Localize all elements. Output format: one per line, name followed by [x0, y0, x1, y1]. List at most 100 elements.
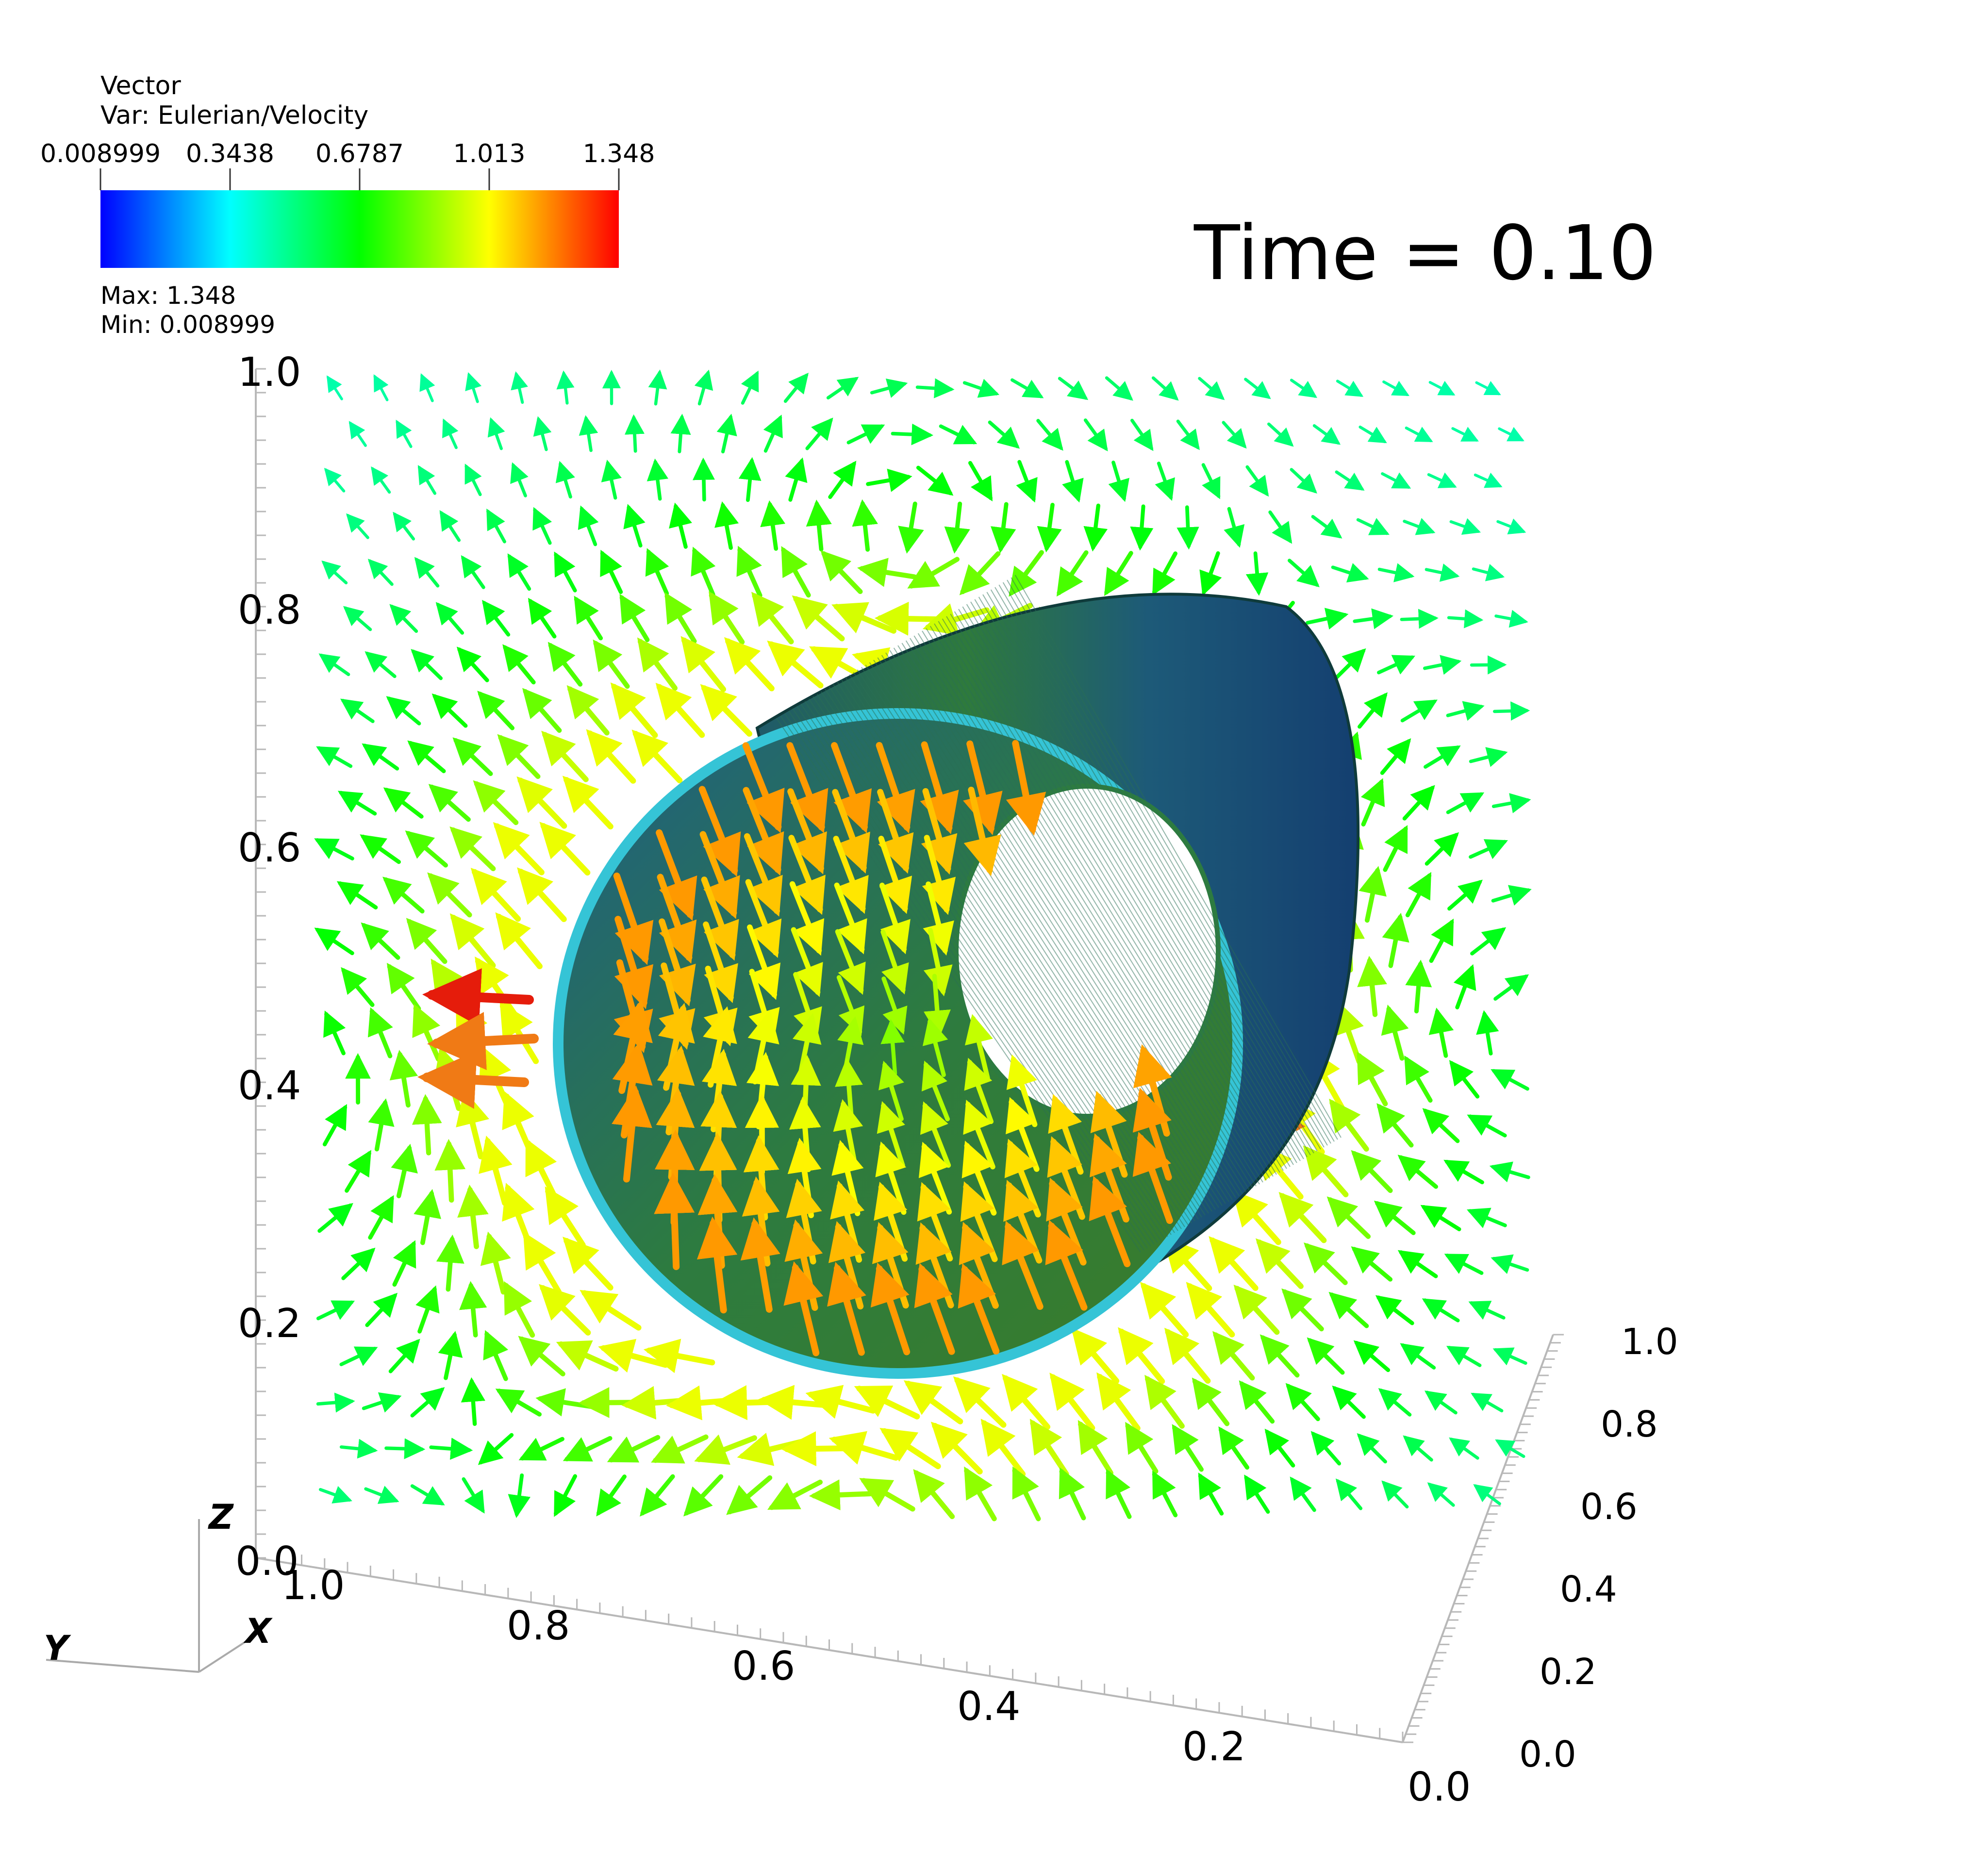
- field-arrow: [384, 1438, 426, 1459]
- field-arrow: [736, 546, 762, 598]
- field-arrow: [393, 512, 415, 541]
- field-arrow: [1281, 1288, 1324, 1332]
- field-arrow: [1498, 427, 1524, 442]
- field-arrow: [1427, 1482, 1455, 1507]
- field-arrow: [1425, 563, 1460, 582]
- triad-x-label: X: [243, 1611, 273, 1651]
- field-arrow: [916, 465, 954, 496]
- field-arrow: [1331, 563, 1369, 583]
- field-arrow: [1358, 425, 1387, 444]
- field-arrow: [1444, 1254, 1484, 1275]
- field-arrow: [388, 1339, 420, 1373]
- field-arrow: [326, 375, 343, 400]
- inner-arrow: [654, 1173, 695, 1270]
- field-arrow: [1357, 956, 1387, 1017]
- field-arrow: [1489, 1161, 1530, 1183]
- field-arrow: [407, 740, 446, 774]
- field-arrow: [456, 646, 489, 682]
- field-arrow: [760, 500, 786, 551]
- field-arrow: [417, 465, 437, 495]
- field-arrow: [1049, 1372, 1095, 1431]
- field-arrow: [1083, 418, 1108, 451]
- field-arrow: [593, 639, 630, 689]
- field-arrow: [554, 1474, 577, 1517]
- field-arrow: [555, 461, 575, 499]
- shell-stripe: [994, 587, 1325, 1148]
- shell-stripe: [954, 611, 1291, 1167]
- inner-arrow: [744, 833, 783, 917]
- field-arrow: [1496, 518, 1526, 534]
- field-arrow: [419, 373, 435, 402]
- field-arrow: [1422, 1298, 1460, 1323]
- field-arrow: [405, 830, 448, 868]
- field-arrow: [1062, 460, 1084, 503]
- field-arrow: [1002, 1373, 1051, 1430]
- field-arrow: [691, 546, 716, 597]
- field-arrow: [1493, 974, 1529, 1001]
- triad-y-label: Y: [44, 1628, 71, 1668]
- field-arrow: [449, 913, 496, 968]
- field-arrow: [1467, 1207, 1507, 1228]
- field-arrow: [361, 922, 400, 960]
- field-arrow: [1245, 465, 1269, 497]
- field-arrow: [1397, 1250, 1438, 1278]
- field-arrow: [1382, 912, 1409, 968]
- axis-minor-ticks: [255, 368, 1564, 1743]
- field-arrow: [1446, 701, 1485, 721]
- shell-stripe: [913, 635, 1257, 1187]
- z-tick-label: 1.0: [238, 349, 301, 396]
- field-arrow: [1381, 1004, 1409, 1061]
- field-arrow: [1449, 1060, 1480, 1099]
- field-arrow: [1233, 1285, 1280, 1335]
- field-arrow: [1198, 377, 1225, 400]
- field-arrow: [1071, 1327, 1120, 1384]
- shell-stripe: [893, 647, 1240, 1196]
- field-arrow: [475, 956, 518, 1017]
- shell-stripe: [885, 652, 1233, 1200]
- field-arrow: [1255, 1238, 1304, 1289]
- field-arrow: [1447, 609, 1484, 628]
- field-arrow: [607, 1435, 661, 1463]
- field-arrow: [386, 696, 421, 726]
- shell-stripe: [938, 621, 1277, 1175]
- field-arrow: [1332, 1385, 1366, 1419]
- inner-arrow: [787, 788, 827, 875]
- field-arrow: [645, 548, 669, 596]
- inner-arrow: [701, 876, 739, 961]
- field-arrow: [1290, 1476, 1316, 1512]
- x-tick-label: 0.4: [957, 1684, 1020, 1730]
- field-arrow: [700, 684, 752, 737]
- field-arrow: [1374, 1200, 1416, 1235]
- field-arrow: [316, 746, 353, 768]
- legend-subtitle: Var: Eulerian/Velocity: [100, 101, 368, 130]
- shell-stripe: [905, 640, 1250, 1191]
- legend-title: Vector: [100, 71, 181, 100]
- field-arrow: [495, 912, 543, 969]
- field-arrow: [857, 558, 917, 587]
- field-arrow: [1351, 1246, 1393, 1282]
- field-arrow: [1473, 1484, 1501, 1505]
- field-arrow: [601, 460, 622, 500]
- field-arrow: [726, 1475, 773, 1515]
- field-arrow: [891, 423, 934, 446]
- inner-arrow: [789, 881, 825, 956]
- field-arrow: [898, 501, 924, 554]
- field-arrow: [556, 370, 575, 405]
- field-arrow: [522, 688, 562, 733]
- field-arrow: [495, 1389, 542, 1417]
- field-arrow: [624, 414, 645, 453]
- field-arrow: [1290, 379, 1317, 398]
- field-arrow: [1232, 1190, 1281, 1245]
- field-arrow: [1152, 1471, 1178, 1518]
- field-arrow: [478, 1433, 514, 1465]
- x-tick-label: 0.2: [1182, 1724, 1245, 1770]
- field-arrow: [874, 601, 945, 636]
- field-arrow: [318, 1486, 352, 1504]
- field-arrow: [1209, 1236, 1259, 1291]
- shell-stripe: [950, 613, 1287, 1169]
- field-arrow: [1106, 1469, 1132, 1519]
- field-arrow: [1447, 879, 1483, 911]
- field-arrow: [964, 1466, 997, 1521]
- shell-stripe: [966, 604, 1301, 1161]
- y-tick-label: 0.8: [1601, 1404, 1658, 1445]
